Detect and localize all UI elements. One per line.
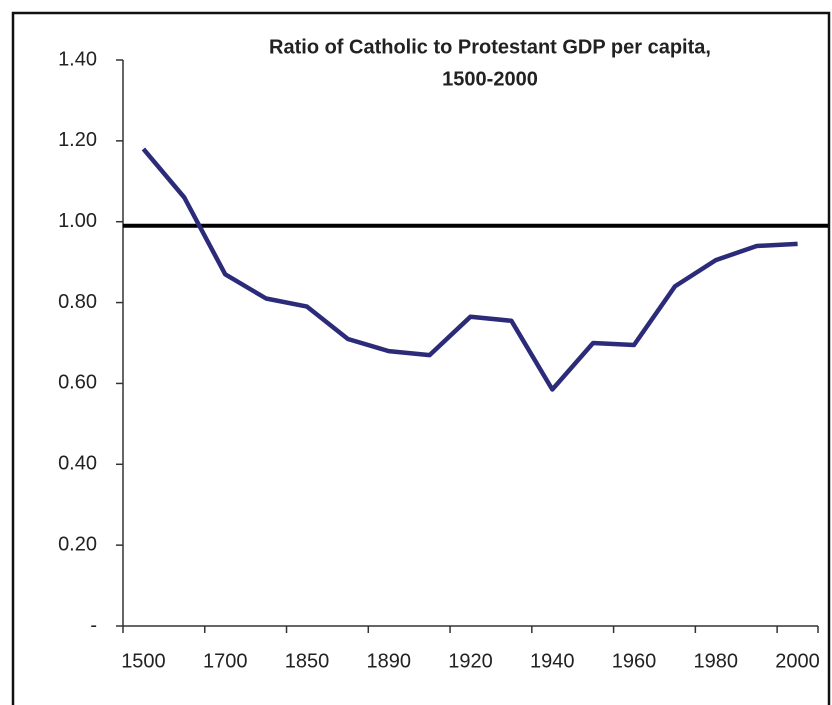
- x-tick-label: 1980: [694, 650, 739, 672]
- x-tick-label: 1920: [448, 650, 493, 672]
- x-tick-label: 1940: [530, 650, 575, 672]
- y-tick-label: 0.60: [58, 372, 97, 394]
- y-tick-label: -: [90, 614, 97, 636]
- x-tick-label: 1960: [612, 650, 657, 672]
- x-tick-label: 2000: [775, 650, 820, 672]
- line-series: [141, 147, 798, 392]
- x-tick-label: 1890: [366, 650, 411, 672]
- x-tick-label: 1500: [121, 650, 166, 672]
- y-tick-label: 0.40: [58, 453, 97, 475]
- y-tick-label: 1.40: [58, 48, 97, 70]
- frame: [11, 11, 831, 705]
- y-tick-label: 0.20: [58, 533, 97, 555]
- y-tick-label: 1.00: [58, 210, 97, 232]
- x-tick-label: 1850: [285, 650, 330, 672]
- chart-title: Ratio of Catholic to Protestant GDP per …: [269, 36, 711, 58]
- y-tick-label: 0.80: [58, 291, 97, 313]
- chart-title: 1500-2000: [442, 68, 538, 90]
- x-tick-label: 1700: [203, 650, 248, 672]
- y-tick-label: 1.20: [58, 129, 97, 151]
